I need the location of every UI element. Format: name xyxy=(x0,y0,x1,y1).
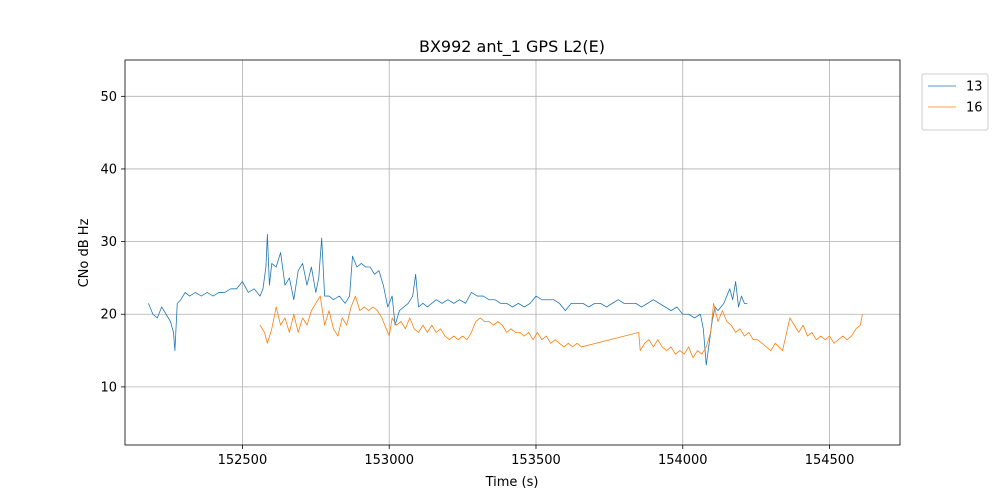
x-axis: 152500 153000 153500 154000 154500 xyxy=(218,445,855,468)
grid xyxy=(125,60,900,445)
legend-label: 16 xyxy=(966,101,983,116)
plot-area-frame xyxy=(124,59,901,446)
legend-box xyxy=(921,73,989,131)
x-tick-label: 153000 xyxy=(364,453,414,468)
y-axis-title: CNo dB Hz xyxy=(77,218,92,287)
y-tick-label: 50 xyxy=(100,90,117,105)
chart-title: BX992 ant_1 GPS L2(E) xyxy=(419,37,605,57)
y-axis: 10 20 30 40 50 xyxy=(100,90,125,395)
plot-lines xyxy=(148,233,863,366)
x-tick-label: 153500 xyxy=(511,453,561,468)
legend-label: 13 xyxy=(966,80,983,95)
y-tick-label: 10 xyxy=(100,380,117,395)
x-tick-label: 154500 xyxy=(805,453,855,468)
x-tick-label: 152500 xyxy=(218,453,268,468)
y-tick-label: 20 xyxy=(100,308,117,323)
x-tick-label: 154000 xyxy=(658,453,708,468)
y-tick-label: 40 xyxy=(100,162,117,177)
x-axis-title: Time (s) xyxy=(485,475,539,490)
y-tick-label: 30 xyxy=(100,235,117,250)
series-line-16 xyxy=(259,295,863,359)
series-line-13 xyxy=(148,233,748,366)
